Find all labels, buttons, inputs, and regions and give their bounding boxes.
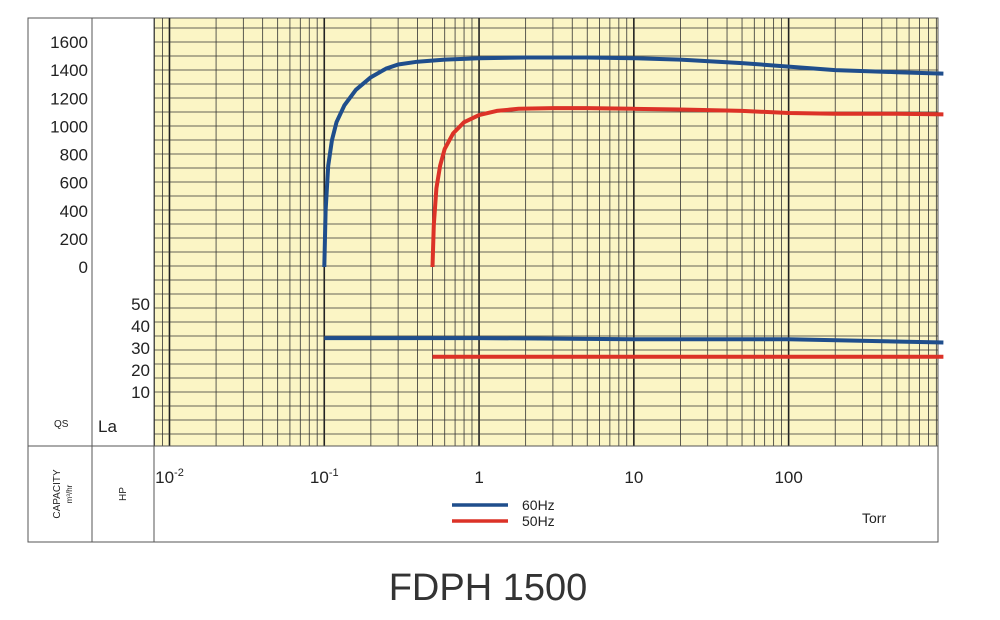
legend-label-50hz: 50Hz: [522, 513, 555, 529]
axis-labels: 1600 1400 1200 1000 800 600 400 200 0 50 40 30 20 10: [50, 33, 150, 402]
capacity-tick-label: 800: [60, 146, 88, 165]
power-tick-label: 40: [131, 317, 150, 336]
capacity-tick-label: 1600: [50, 33, 88, 52]
bottom-panel-capacity: [27, 445, 93, 543]
x-tick-label: 10: [624, 468, 643, 487]
svg-text:m³/hr: m³/hr: [65, 484, 74, 503]
capacity-tick-label: 1400: [50, 61, 88, 80]
capacity-tick-label: 0: [79, 258, 88, 277]
legend-label-60hz: 60Hz: [522, 497, 555, 513]
series-lines: [322, 55, 944, 359]
capacity-curve-60hz: [322, 55, 944, 268]
bottom-panel-power: [91, 445, 155, 543]
hp-axis-title: HP: [118, 487, 129, 501]
capacity-tick-label: 600: [60, 174, 88, 193]
plot-background: [153, 17, 939, 447]
x-tick-label: 100: [774, 468, 802, 487]
x-tick-label: 1: [474, 468, 483, 487]
svg-text:HP: HP: [118, 487, 129, 501]
capacity-axis-title: CAPACITY m³/hr: [52, 469, 74, 519]
chart-title: FDPH 1500: [389, 567, 588, 609]
qs-label: QS: [54, 419, 69, 430]
legend: 60Hz 50Hz: [452, 497, 555, 529]
power-tick-label: 30: [131, 339, 150, 358]
bottom-panel-x: [153, 445, 939, 543]
la-label: La: [98, 417, 117, 436]
left-column-power: [91, 17, 155, 447]
left-column-capacity: [27, 17, 93, 447]
grid: [154, 18, 938, 446]
capacity-tick-label: 200: [60, 230, 88, 249]
capacity-tick-label: 400: [60, 202, 88, 221]
power-curve-60hz: [324, 336, 944, 345]
power-tick-label: 20: [131, 361, 150, 380]
capacity-tick-label: 1000: [50, 117, 88, 136]
power-tick-label: 50: [131, 295, 150, 314]
power-tick-label: 10: [131, 383, 150, 402]
capacity-tick-label: 1200: [50, 89, 88, 108]
svg-text:CAPACITY: CAPACITY: [52, 469, 63, 519]
x-unit-label: Torr: [862, 510, 886, 526]
capacity-curve-50hz: [430, 106, 944, 268]
